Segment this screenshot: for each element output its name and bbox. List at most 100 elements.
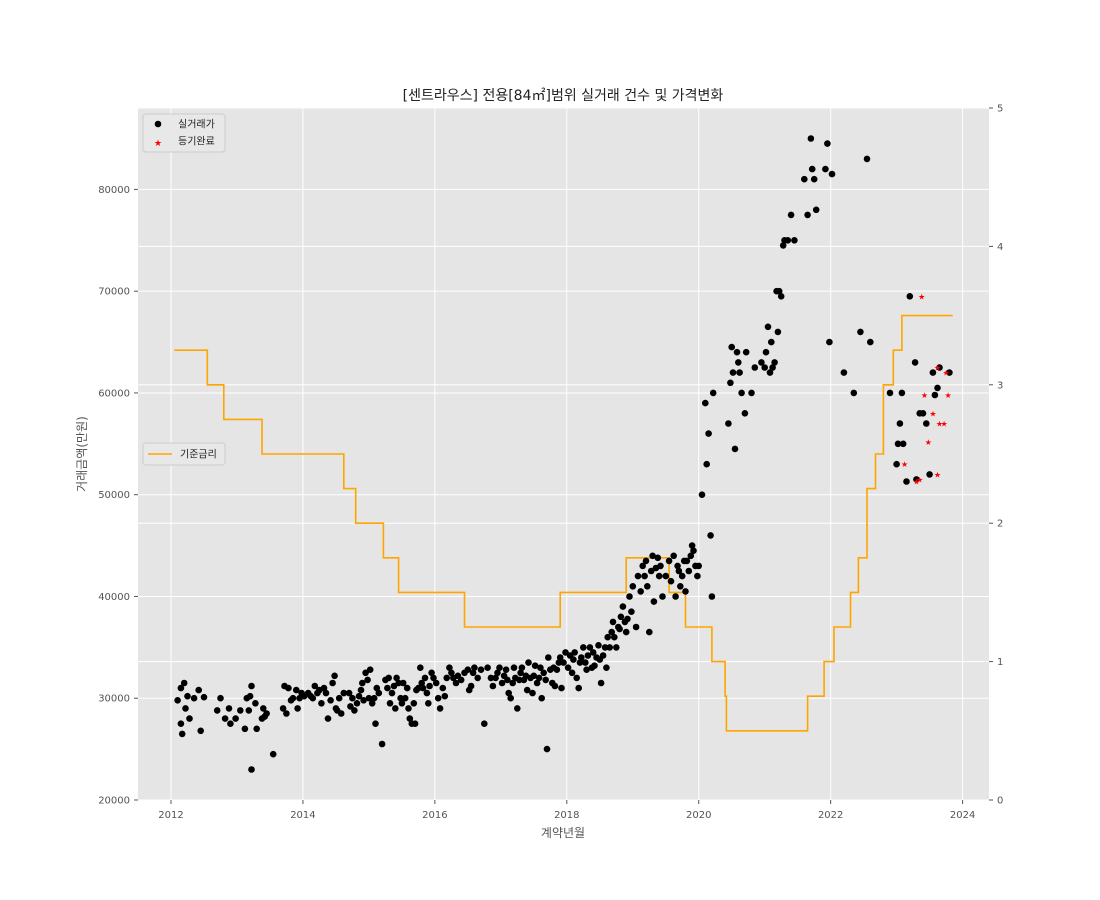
trade-point <box>375 689 383 697</box>
trade-point <box>213 707 221 714</box>
trade-point <box>571 649 578 656</box>
legend-trade-label: 실거래가 <box>178 119 215 131</box>
registered-point: ★ <box>934 364 941 373</box>
trade-point <box>608 628 615 636</box>
trade-point <box>589 649 597 656</box>
legend-rate: 기준금리 <box>142 442 226 466</box>
trade-point <box>647 567 655 575</box>
trade-point <box>575 684 582 692</box>
legend-rate-box <box>142 442 226 466</box>
trade-point <box>489 682 497 690</box>
y2-tick-label: 5 <box>997 104 1003 115</box>
trade-point <box>748 389 755 397</box>
trade-point <box>622 628 630 636</box>
trade-point <box>514 705 521 712</box>
trade-point <box>269 750 277 758</box>
trade-point <box>349 694 356 702</box>
trade-point <box>771 359 778 366</box>
trade-series <box>174 135 953 773</box>
trade-point <box>241 725 249 733</box>
trade-point <box>538 694 545 702</box>
trade-point <box>452 679 460 687</box>
trade-point <box>683 557 691 565</box>
grid <box>138 107 989 801</box>
trade-point <box>777 293 785 300</box>
trade-point <box>487 674 495 682</box>
trade-point <box>340 689 348 697</box>
registered-series: ★★★★★★★★★★★★★ <box>901 292 952 486</box>
trade-point <box>531 662 539 669</box>
trade-point <box>725 420 732 427</box>
trade-point <box>698 491 706 499</box>
legend-registered-label: 등기완료 <box>178 136 215 148</box>
y2-tick-label: 0 <box>997 796 1003 807</box>
x-tick-label: 2020 <box>686 810 711 821</box>
trade-point <box>682 588 689 595</box>
trade-point <box>650 598 658 605</box>
y2-tick-label: 4 <box>997 242 1003 253</box>
trade-point <box>441 692 449 700</box>
trade-point <box>758 359 765 366</box>
trade-point <box>537 664 544 671</box>
trade-point <box>707 532 714 539</box>
trade-point <box>309 694 317 702</box>
y2-tick-label: 1 <box>997 657 1003 668</box>
trade-point <box>324 715 332 722</box>
trade-point <box>644 583 651 590</box>
trade-point <box>632 623 640 631</box>
trade-point <box>359 679 366 687</box>
trade-point <box>764 323 772 331</box>
y-tick-label: 70000 <box>98 287 130 298</box>
registered-point: ★ <box>916 475 923 484</box>
trade-point <box>372 720 379 727</box>
trade-point <box>560 659 567 666</box>
trade-point <box>583 666 590 673</box>
trade-point <box>677 583 684 590</box>
trade-point <box>931 391 939 399</box>
trade-point <box>525 659 532 666</box>
trade-point <box>411 720 419 727</box>
trade-point <box>347 703 354 710</box>
y2-tick-label: 2 <box>997 519 1003 530</box>
trade-point <box>690 547 697 554</box>
trade-point <box>492 674 499 682</box>
trade-point <box>899 440 907 448</box>
trade-point <box>606 644 613 651</box>
trade-point <box>471 664 478 671</box>
trade-point <box>801 175 808 183</box>
trade-point <box>498 679 506 687</box>
trade-point <box>370 694 378 702</box>
trade-point <box>331 672 338 680</box>
registered-point: ★ <box>943 369 950 378</box>
trade-point <box>936 364 943 371</box>
trade-point <box>576 659 584 666</box>
trade-point <box>824 140 831 147</box>
trade-point <box>568 669 576 677</box>
trade-point <box>186 715 193 722</box>
trade-point <box>529 689 536 697</box>
trade-point <box>393 674 400 682</box>
trade-point <box>609 618 617 626</box>
trade-point <box>599 652 607 659</box>
trade-point <box>742 348 750 356</box>
trade-point <box>616 625 623 633</box>
trade-point <box>709 389 717 397</box>
trade-point <box>425 700 432 707</box>
y-tick-label: 50000 <box>98 490 130 501</box>
trade-point <box>464 666 472 673</box>
chart-title: [센트라우스] 전용[84㎡]범위 실거래 건수 및 가격변화 <box>403 88 724 104</box>
trade-point <box>787 211 795 219</box>
trade-point <box>894 440 902 448</box>
registered-point: ★ <box>941 420 948 429</box>
registered-point: ★ <box>945 391 952 400</box>
trade-point <box>687 552 695 560</box>
trade-point <box>628 608 635 615</box>
trade-point <box>735 359 742 366</box>
trade-point <box>320 684 328 692</box>
trade-point <box>923 420 930 427</box>
trade-point <box>674 562 681 570</box>
trade-point <box>779 242 787 249</box>
legend-scatter: 실거래가 ★ 등기완료 <box>142 113 226 153</box>
trade-point <box>415 684 422 692</box>
